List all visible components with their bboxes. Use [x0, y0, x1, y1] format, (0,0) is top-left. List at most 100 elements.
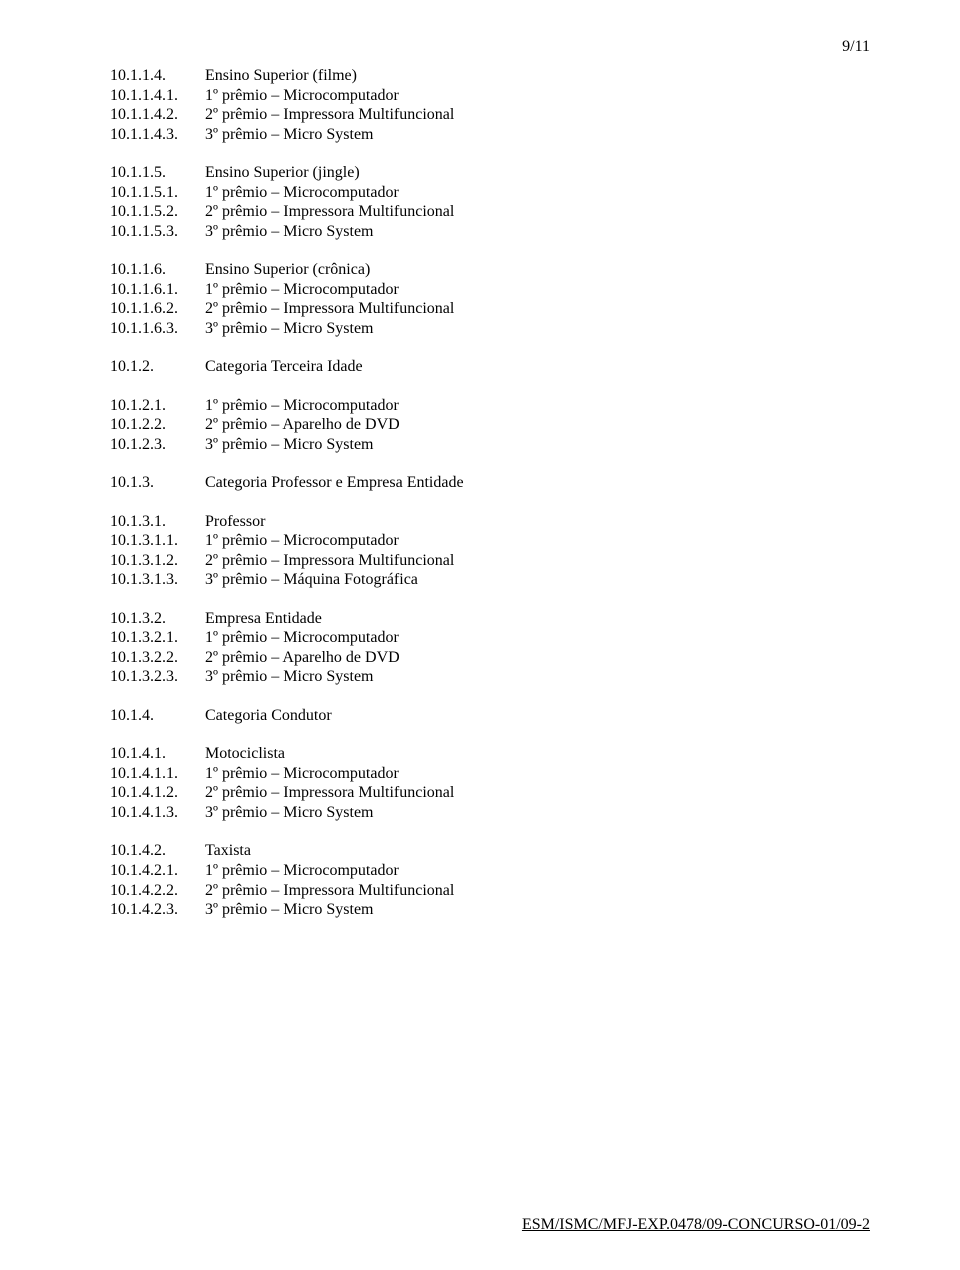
item-number: 10.1.1.4.	[110, 66, 205, 86]
page: 9/11 10.1.1.4.Ensino Superior (filme)10.…	[0, 0, 960, 1270]
item-number: 10.1.3.1.1.	[110, 531, 205, 551]
item-number: 10.1.1.6.1.	[110, 280, 205, 300]
list-item: 10.1.3.2.3.3º prêmio – Micro System	[110, 667, 870, 687]
item-number: 10.1.3.1.	[110, 512, 205, 532]
item-text: 1º prêmio – Microcomputador	[205, 184, 399, 201]
item-text: 2º prêmio – Impressora Multifuncional	[205, 300, 454, 317]
item-text: 1º prêmio – Microcomputador	[205, 281, 399, 298]
item-text: 1º prêmio – Microcomputador	[205, 765, 399, 782]
list-group: 10.1.2.1.1º prêmio – Microcomputador10.1…	[110, 396, 870, 455]
item-text: Taxista	[205, 842, 251, 859]
item-number: 10.1.4.1.3.	[110, 803, 205, 823]
list-item: 10.1.3.2.2.2º prêmio – Aparelho de DVD	[110, 648, 870, 668]
list-item: 10.1.3.2.1.1º prêmio – Microcomputador	[110, 628, 870, 648]
list-group: 10.1.4.Categoria Condutor	[110, 706, 870, 726]
item-text: Categoria Terceira Idade	[205, 358, 363, 375]
item-number: 10.1.3.2.2.	[110, 648, 205, 668]
item-number: 10.1.3.	[110, 473, 205, 493]
item-text: 3º prêmio – Micro System	[205, 320, 374, 337]
item-number: 10.1.3.2.3.	[110, 667, 205, 687]
list-item: 10.1.1.6.Ensino Superior (crônica)	[110, 260, 870, 280]
list-item: 10.1.1.6.3.3º prêmio – Micro System	[110, 319, 870, 339]
item-number: 10.1.4.2.2.	[110, 881, 205, 901]
list-item: 10.1.2.3.3º prêmio – Micro System	[110, 435, 870, 455]
item-number: 10.1.4.1.	[110, 744, 205, 764]
item-text: 3º prêmio – Micro System	[205, 126, 374, 143]
item-text: 3º prêmio – Micro System	[205, 223, 374, 240]
item-number: 10.1.2.1.	[110, 396, 205, 416]
list-item: 10.1.3.2.Empresa Entidade	[110, 609, 870, 629]
item-text: 2º prêmio – Impressora Multifuncional	[205, 784, 454, 801]
list-item: 10.1.1.4.3.3º prêmio – Micro System	[110, 125, 870, 145]
list-item: 10.1.2.1.1º prêmio – Microcomputador	[110, 396, 870, 416]
item-text: 1º prêmio – Microcomputador	[205, 629, 399, 646]
item-text: Empresa Entidade	[205, 610, 322, 627]
item-text: 2º prêmio – Aparelho de DVD	[205, 416, 400, 433]
footer-reference: ESM/ISMC/MFJ-EXP.0478/09-CONCURSO-01/09-…	[522, 1216, 870, 1234]
item-number: 10.1.3.2.1.	[110, 628, 205, 648]
list-item: 10.1.1.6.1.1º prêmio – Microcomputador	[110, 280, 870, 300]
list-group: 10.1.2.Categoria Terceira Idade	[110, 357, 870, 377]
list-item: 10.1.3.1.2.2º prêmio – Impressora Multif…	[110, 551, 870, 571]
item-number: 10.1.3.2.	[110, 609, 205, 629]
item-number: 10.1.2.	[110, 357, 205, 377]
list-item: 10.1.4.Categoria Condutor	[110, 706, 870, 726]
list-item: 10.1.1.5.2.2º prêmio – Impressora Multif…	[110, 202, 870, 222]
list-group: 10.1.3.2.Empresa Entidade10.1.3.2.1.1º p…	[110, 609, 870, 687]
list-item: 10.1.3.1.1.1º prêmio – Microcomputador	[110, 531, 870, 551]
list-item: 10.1.2.2.2º prêmio – Aparelho de DVD	[110, 415, 870, 435]
list-item: 10.1.4.2.1.1º prêmio – Microcomputador	[110, 861, 870, 881]
list-item: 10.1.4.2.Taxista	[110, 841, 870, 861]
item-text: Categoria Professor e Empresa Entidade	[205, 474, 464, 491]
item-number: 10.1.2.3.	[110, 435, 205, 455]
list-item: 10.1.3.1.3.3º prêmio – Máquina Fotográfi…	[110, 570, 870, 590]
item-text: 1º prêmio – Microcomputador	[205, 862, 399, 879]
item-text: 3º prêmio – Micro System	[205, 668, 374, 685]
list-item: 10.1.1.5.Ensino Superior (jingle)	[110, 163, 870, 183]
item-number: 10.1.1.6.2.	[110, 299, 205, 319]
item-text: 3º prêmio – Máquina Fotográfica	[205, 571, 418, 588]
item-text: Categoria Condutor	[205, 707, 332, 724]
item-text: 3º prêmio – Micro System	[205, 804, 374, 821]
item-number: 10.1.4.2.3.	[110, 900, 205, 920]
item-number: 10.1.1.4.2.	[110, 105, 205, 125]
list-item: 10.1.1.5.1.1º prêmio – Microcomputador	[110, 183, 870, 203]
item-number: 10.1.1.4.1.	[110, 86, 205, 106]
item-text: Motociclista	[205, 745, 285, 762]
list-group: 10.1.1.4.Ensino Superior (filme)10.1.1.4…	[110, 66, 870, 144]
list-item: 10.1.1.4.1.1º prêmio – Microcomputador	[110, 86, 870, 106]
list-group: 10.1.3.Categoria Professor e Empresa Ent…	[110, 473, 870, 493]
item-text: 2º prêmio – Impressora Multifuncional	[205, 203, 454, 220]
list-item: 10.1.4.1.1.1º prêmio – Microcomputador	[110, 764, 870, 784]
list-group: 10.1.3.1.Professor10.1.3.1.1.1º prêmio –…	[110, 512, 870, 590]
list-item: 10.1.3.1.Professor	[110, 512, 870, 532]
item-number: 10.1.3.1.3.	[110, 570, 205, 590]
list-group: 10.1.4.1.Motociclista10.1.4.1.1.1º prêmi…	[110, 744, 870, 822]
document-body: 10.1.1.4.Ensino Superior (filme)10.1.1.4…	[110, 66, 870, 920]
item-number: 10.1.1.5.	[110, 163, 205, 183]
list-item: 10.1.1.5.3.3º prêmio – Micro System	[110, 222, 870, 242]
list-item: 10.1.4.1.2.2º prêmio – Impressora Multif…	[110, 783, 870, 803]
item-number: 10.1.4.1.1.	[110, 764, 205, 784]
list-item: 10.1.4.2.2.2º prêmio – Impressora Multif…	[110, 881, 870, 901]
item-number: 10.1.1.5.1.	[110, 183, 205, 203]
item-number: 10.1.1.5.2.	[110, 202, 205, 222]
item-number: 10.1.1.6.	[110, 260, 205, 280]
item-text: 1º prêmio – Microcomputador	[205, 532, 399, 549]
list-group: 10.1.1.6.Ensino Superior (crônica)10.1.1…	[110, 260, 870, 338]
list-item: 10.1.1.4.Ensino Superior (filme)	[110, 66, 870, 86]
item-number: 10.1.1.5.3.	[110, 222, 205, 242]
page-number: 9/11	[842, 38, 870, 56]
item-number: 10.1.1.4.3.	[110, 125, 205, 145]
item-text: 1º prêmio – Microcomputador	[205, 87, 399, 104]
item-text: 2º prêmio – Impressora Multifuncional	[205, 882, 454, 899]
list-item: 10.1.4.1.3.3º prêmio – Micro System	[110, 803, 870, 823]
item-text: 3º prêmio – Micro System	[205, 901, 374, 918]
item-number: 10.1.4.2.1.	[110, 861, 205, 881]
item-text: Professor	[205, 513, 265, 530]
item-text: 2º prêmio – Aparelho de DVD	[205, 649, 400, 666]
item-text: Ensino Superior (filme)	[205, 67, 357, 84]
list-item: 10.1.3.Categoria Professor e Empresa Ent…	[110, 473, 870, 493]
list-group: 10.1.1.5.Ensino Superior (jingle)10.1.1.…	[110, 163, 870, 241]
item-number: 10.1.3.1.2.	[110, 551, 205, 571]
